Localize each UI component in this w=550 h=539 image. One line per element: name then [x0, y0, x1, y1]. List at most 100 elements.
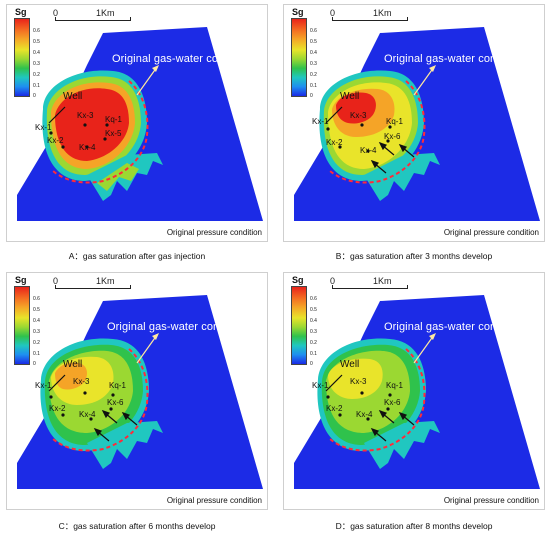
contact-arrow [136, 66, 158, 96]
well-kx-4: Kx-4 [360, 146, 377, 155]
gas-water-contact-line [329, 348, 426, 452]
scale-line [332, 285, 408, 289]
gas-water-contact-label: Original gas-water contact [384, 321, 515, 333]
contact-arrow [413, 334, 435, 364]
well-kx-3: Kx-3 [77, 111, 94, 120]
well-kq-1: Kq-1 [105, 115, 122, 124]
scale-end: 1Km [373, 8, 392, 18]
caption-a: A：gas saturation after gas injection [68, 251, 206, 261]
well-kx-1: Kx-1 [35, 381, 52, 390]
tick: 0.6 [310, 28, 317, 34]
scale-start: 0 [330, 8, 336, 18]
colorbar-ticks: 0.6 0.5 0.4 0.3 0.2 0.1 0 [33, 18, 47, 99]
flow-arrows [93, 409, 138, 442]
scale-start: 0 [53, 8, 59, 18]
colorbar-ticks: 0.6 0.5 0.4 0.3 0.2 0.1 0 [310, 18, 324, 99]
scale-bar: 0 1Km [328, 8, 418, 24]
well-kx-3: Kx-3 [73, 377, 90, 386]
well-kq-1: Kq-1 [386, 381, 403, 390]
panel-b: Sg 0.6 0.5 0.4 0.3 0.2 0.1 0 0 1Km Origi… [283, 4, 545, 242]
legend-title: Sg [292, 275, 304, 285]
colorbar-ticks: 0.6 0.5 0.4 0.3 0.2 0.1 0 [33, 286, 47, 367]
tick: 0.2 [33, 340, 40, 346]
well-kx-6: Kx-6 [107, 398, 124, 407]
gas-water-contact-line [329, 80, 426, 184]
well-kx-2: Kx-2 [49, 404, 66, 413]
scale-line [55, 17, 131, 21]
contact-arrow [136, 334, 158, 364]
legend-title: Sg [292, 7, 304, 17]
tick: 0.1 [33, 83, 40, 89]
well-kx-2: Kx-2 [326, 138, 343, 147]
tick: 0 [33, 93, 36, 99]
gas-plume [40, 338, 163, 469]
colorbar [291, 286, 307, 365]
pressure-condition: Original pressure condition [443, 496, 539, 505]
well-kx-1: Kx-1 [312, 381, 329, 390]
caption-b: B：gas saturation after 3 months develop [335, 251, 493, 261]
panel-a: Sg 0.6 0.5 0.4 0.3 0.2 0.1 0 0 1Km Origi… [6, 4, 268, 242]
well-kx-3: Kx-3 [350, 377, 367, 386]
well-arrow [325, 374, 343, 392]
caption-c: C：gas saturation after 6 months develop [58, 521, 216, 531]
tick: 0.3 [33, 61, 40, 67]
tick: 0.2 [310, 340, 317, 346]
well-label: Well [63, 91, 83, 102]
well-kx-2: Kx-2 [326, 404, 343, 413]
gas-plume [319, 70, 440, 201]
well-arrow [325, 106, 343, 124]
tick: 0.5 [33, 307, 40, 313]
gas-water-contact-line [52, 80, 149, 184]
tick: 0 [33, 361, 36, 367]
gas-water-contact-label: Original gas-water contact [112, 53, 243, 65]
well-kq-1: Kq-1 [386, 117, 403, 126]
well-kx-5: Kx-5 [105, 129, 122, 138]
scale-bar: 0 1Km [328, 276, 418, 292]
tick: 0.1 [33, 351, 40, 357]
scale-start: 0 [53, 276, 59, 286]
scale-bar: 0 1Km [51, 8, 141, 24]
well-kq-1: Kq-1 [109, 381, 126, 390]
saturation-map-d [294, 295, 540, 489]
tick: 0 [310, 361, 313, 367]
colorbar [14, 18, 30, 97]
well-kx-6: Kx-6 [384, 132, 401, 141]
flow-arrows [370, 141, 415, 174]
tick: 0.6 [310, 296, 317, 302]
well-points [326, 391, 392, 421]
panel-c: Sg 0.6 0.5 0.4 0.3 0.2 0.1 0 0 1Km Origi… [6, 272, 268, 510]
well-points [49, 123, 109, 149]
gas-water-contact-line [52, 348, 149, 452]
tick: 0.5 [310, 39, 317, 45]
well-label: Well [63, 359, 83, 370]
well-kx-4: Kx-4 [79, 143, 96, 152]
well-kx-3: Kx-3 [350, 111, 367, 120]
well-kx-1: Kx-1 [35, 123, 52, 132]
tick: 0.5 [33, 39, 40, 45]
gas-plume [317, 338, 440, 469]
well-kx-4: Kx-4 [356, 410, 373, 419]
contact-arrow [413, 66, 435, 96]
pressure-condition: Original pressure condition [166, 228, 262, 237]
pressure-condition: Original pressure condition [166, 496, 262, 505]
gas-plume [42, 70, 163, 201]
scale-bar: 0 1Km [51, 276, 141, 292]
tick: 0.5 [310, 307, 317, 313]
tick: 0.1 [310, 351, 317, 357]
tick: 0.3 [310, 329, 317, 335]
tick: 0.2 [33, 72, 40, 78]
gas-water-contact-label: Original gas-water contact [107, 321, 238, 333]
tick: 0.2 [310, 72, 317, 78]
well-arrow [48, 374, 66, 392]
well-kx-4: Kx-4 [79, 410, 96, 419]
saturation-map-c [17, 295, 263, 489]
colorbar-ticks: 0.6 0.5 0.4 0.3 0.2 0.1 0 [310, 286, 324, 367]
tick: 0.1 [310, 83, 317, 89]
well-kx-2: Kx-2 [47, 136, 64, 145]
colorbar [14, 286, 30, 365]
caption-d: D：gas saturation after 8 months develop [335, 521, 493, 531]
scale-line [332, 17, 408, 21]
scale-end: 1Km [96, 8, 115, 18]
saturation-map-a [17, 27, 263, 221]
saturation-map-b [294, 27, 540, 221]
